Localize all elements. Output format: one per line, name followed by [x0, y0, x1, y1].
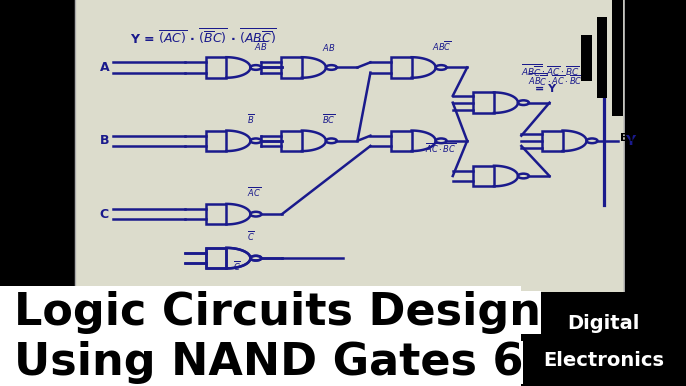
Text: $AB$: $AB$	[322, 42, 336, 53]
Text: A: A	[99, 61, 109, 74]
Bar	[597, 17, 607, 98]
Text: Electronics: Electronics	[543, 351, 664, 370]
Text: $AB\overline{C}$: $AB\overline{C}$	[432, 39, 452, 53]
FancyBboxPatch shape	[75, 0, 624, 296]
Bar	[628, 17, 638, 98]
Text: $\overline{AC}$: $\overline{AC}$	[247, 186, 261, 200]
FancyBboxPatch shape	[0, 286, 521, 386]
Text: C: C	[99, 208, 108, 221]
Text: $\overline{AC}\cdot\overline{BC}$: $\overline{AC}\cdot\overline{BC}$	[425, 142, 457, 156]
Text: Using NAND Gates 6: Using NAND Gates 6	[14, 341, 523, 384]
Text: ET: ET	[620, 133, 635, 143]
Text: Y = $\overline{(AC)}$ · $\overline{(\overline{B}C)}$ · $\overline{(AB\overline{C: Y = $\overline{(AC)}$ · $\overline{(\ove…	[130, 26, 277, 46]
Text: $\overline{AB}$: $\overline{AB}$	[254, 39, 268, 53]
Text: $\overline{B}$: $\overline{B}$	[247, 112, 255, 126]
Text: = Y: = Y	[535, 84, 556, 94]
Text: $\overline{C}$: $\overline{C}$	[247, 230, 255, 244]
Text: $\overline{AB\overline{C}}\cdot\overline{AC}\cdot\overline{BC}$: $\overline{AB\overline{C}}\cdot\overline…	[521, 63, 580, 79]
Bar	[581, 35, 591, 81]
Text: Digital: Digital	[567, 314, 640, 333]
Text: $\overline{AB\overline{C}}\cdot\overline{AC}\cdot\overline{BC}$: $\overline{AB\overline{C}}\cdot\overline…	[528, 71, 583, 88]
Text: $\overline{C}$: $\overline{C}$	[233, 259, 241, 273]
Bar	[612, 0, 623, 116]
Bar	[659, 23, 669, 93]
FancyBboxPatch shape	[521, 292, 686, 382]
Bar	[643, 35, 653, 81]
Text: Logic Circuits Design: Logic Circuits Design	[14, 291, 541, 334]
Text: B: B	[99, 134, 109, 147]
Text: $\overline{BC}$: $\overline{BC}$	[322, 112, 336, 126]
Text: Y: Y	[625, 134, 635, 148]
